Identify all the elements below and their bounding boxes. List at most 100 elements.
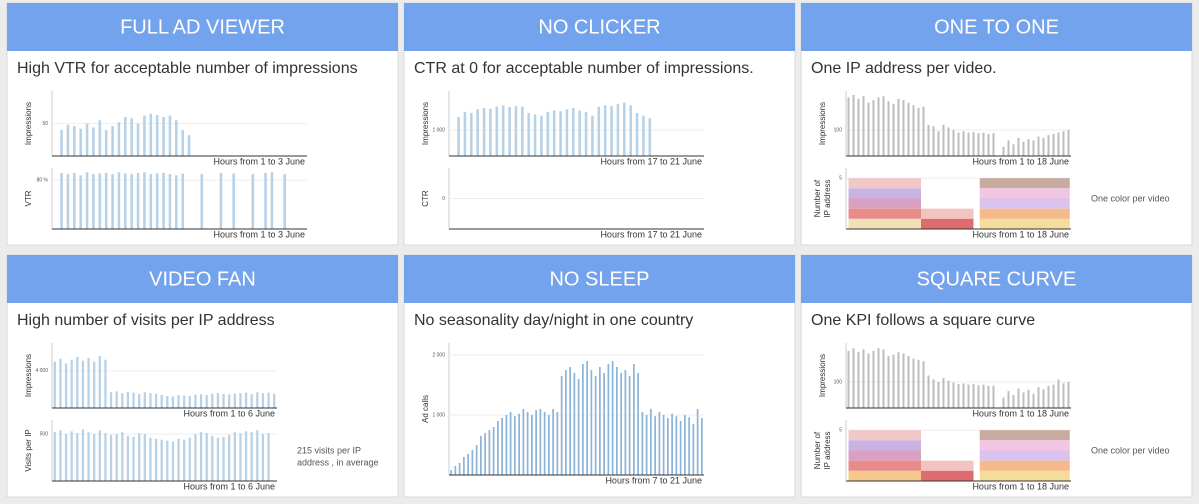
card-subtitle: High VTR for acceptable number of impres… bbox=[17, 60, 358, 77]
bar bbox=[81, 360, 85, 408]
x-axis-label: Hours from 7 to 21 June bbox=[605, 475, 702, 485]
bar bbox=[862, 96, 865, 156]
bar bbox=[594, 376, 597, 475]
bar bbox=[560, 376, 563, 475]
bar bbox=[501, 105, 505, 156]
bar bbox=[98, 356, 101, 408]
bar bbox=[508, 107, 511, 156]
bar bbox=[136, 172, 140, 229]
x-axis-label: Hours from 1 to 18 June bbox=[972, 408, 1069, 418]
bar bbox=[239, 393, 242, 408]
bar bbox=[957, 384, 960, 408]
bar bbox=[270, 172, 274, 229]
card-subtitle: No seasonality day/night in one country bbox=[414, 312, 693, 329]
bar bbox=[136, 123, 140, 156]
card-header bbox=[404, 3, 795, 51]
bar bbox=[629, 105, 632, 156]
bar bbox=[671, 413, 673, 475]
card-title: VIDEO FAN bbox=[149, 268, 256, 290]
bar bbox=[183, 395, 186, 408]
bar bbox=[679, 421, 682, 475]
bar bbox=[149, 437, 152, 481]
bar bbox=[1067, 382, 1070, 408]
bar bbox=[590, 370, 593, 475]
bar bbox=[628, 376, 631, 475]
bar bbox=[692, 424, 695, 475]
bar bbox=[862, 349, 865, 408]
bar bbox=[922, 361, 925, 408]
bar bbox=[962, 383, 965, 408]
bar bbox=[1012, 144, 1015, 156]
bar bbox=[937, 131, 940, 156]
bar bbox=[228, 435, 231, 481]
bar bbox=[548, 415, 550, 475]
bar bbox=[60, 130, 63, 156]
bar bbox=[267, 392, 270, 408]
bar bbox=[219, 172, 223, 229]
bar bbox=[667, 418, 669, 475]
bar bbox=[93, 434, 96, 481]
bar bbox=[1032, 393, 1035, 408]
y-axis-label: IP address bbox=[823, 179, 832, 217]
bar bbox=[470, 113, 473, 156]
bar bbox=[1032, 140, 1035, 156]
bar bbox=[635, 113, 639, 156]
bar bbox=[261, 434, 265, 481]
bar bbox=[967, 384, 970, 408]
bar bbox=[947, 380, 950, 408]
bar bbox=[569, 367, 571, 475]
bar bbox=[222, 436, 225, 481]
bar bbox=[535, 410, 537, 475]
bar bbox=[887, 101, 890, 156]
bar bbox=[121, 432, 124, 481]
bar bbox=[250, 394, 253, 408]
bar bbox=[892, 354, 895, 408]
ip-band bbox=[979, 218, 1070, 229]
bar bbox=[216, 437, 220, 481]
bar bbox=[177, 395, 180, 408]
bar bbox=[183, 439, 186, 481]
ip-band bbox=[921, 460, 974, 471]
bar bbox=[932, 379, 935, 408]
bar bbox=[166, 440, 169, 481]
card-title: NO SLEEP bbox=[549, 268, 649, 290]
bar bbox=[540, 115, 543, 156]
bar bbox=[675, 416, 678, 475]
bar bbox=[256, 392, 259, 408]
card-header bbox=[801, 255, 1192, 303]
bar bbox=[194, 434, 197, 481]
bar bbox=[942, 124, 945, 156]
bar bbox=[457, 117, 460, 156]
bar bbox=[211, 435, 214, 481]
bar bbox=[261, 393, 265, 408]
bar bbox=[546, 111, 550, 156]
card-subtitle: One KPI follows a square curve bbox=[811, 312, 1035, 329]
bar bbox=[166, 395, 169, 408]
bar bbox=[872, 350, 875, 408]
bar bbox=[85, 172, 89, 229]
x-axis-label: Hours from 17 to 21 June bbox=[600, 156, 702, 166]
bar bbox=[73, 126, 76, 156]
bar bbox=[458, 463, 461, 475]
bar bbox=[620, 373, 622, 475]
bar bbox=[497, 421, 499, 475]
bar bbox=[1027, 139, 1030, 156]
card-title: NO CLICKER bbox=[538, 16, 660, 38]
bar bbox=[92, 174, 95, 229]
bar bbox=[531, 415, 533, 475]
card-subtitle: High number of visits per IP address bbox=[17, 312, 275, 329]
bar bbox=[104, 433, 107, 481]
y-tick-label: 500 bbox=[40, 431, 49, 437]
ip-band bbox=[848, 430, 921, 441]
bar bbox=[115, 434, 118, 481]
bar bbox=[98, 430, 101, 481]
bar bbox=[162, 117, 165, 156]
card: FULL AD VIEWER High VTR for acceptable nu… bbox=[6, 2, 399, 246]
y-tick-label: 2 000 bbox=[432, 352, 445, 358]
ip-band bbox=[848, 218, 921, 229]
bar bbox=[937, 382, 940, 408]
bar bbox=[897, 352, 900, 408]
ip-band bbox=[848, 440, 921, 451]
bar bbox=[872, 100, 875, 156]
bar bbox=[115, 391, 118, 408]
